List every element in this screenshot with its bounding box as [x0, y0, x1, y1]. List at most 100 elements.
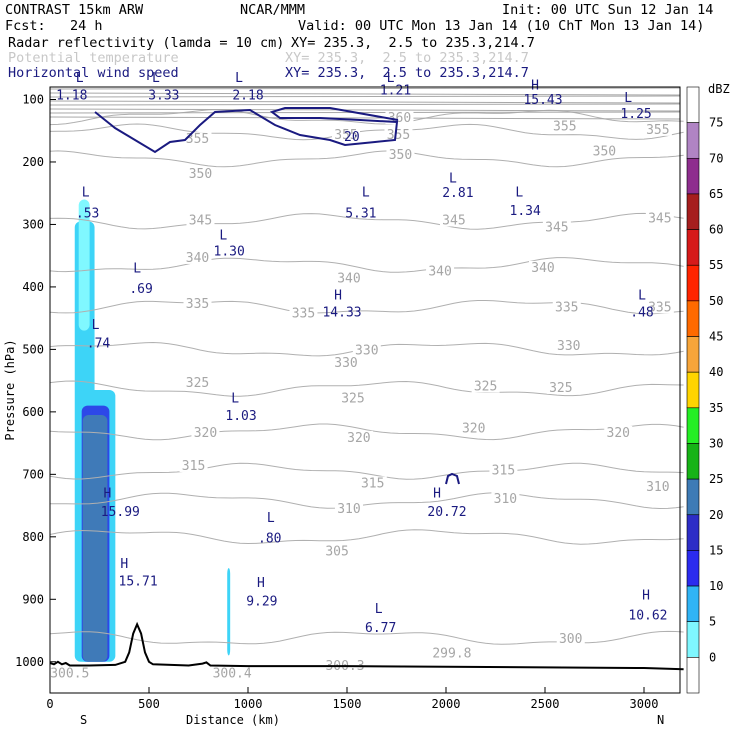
isentrope-label-bg — [191, 425, 220, 439]
isentrope-label-bg — [643, 480, 672, 494]
wind-contours: 20 — [94, 107, 460, 485]
isentrope-label-bg — [645, 211, 674, 225]
isentrope-label-bg — [183, 297, 212, 311]
extremum-kind: H — [257, 576, 265, 591]
isentrope-label: 315 — [361, 476, 384, 491]
wind-contour-small — [445, 472, 460, 485]
colorbar-level: 5 — [709, 615, 716, 629]
colorbar-cell — [686, 443, 700, 480]
isentrope-label-bg — [186, 167, 215, 181]
isentrope-label: 345 — [189, 213, 212, 228]
colorbar-cell — [686, 585, 700, 623]
extremum-kind: L — [362, 185, 370, 200]
colorbar-cell — [686, 657, 700, 694]
isentrope-label: 340 — [428, 265, 451, 280]
extremum-value: .53 — [76, 207, 99, 222]
isentrope-label: 355 — [646, 123, 669, 138]
isentrope-line — [49, 123, 684, 141]
isentrope-label-bg — [183, 375, 212, 389]
extremum-value: 15.99 — [101, 505, 140, 520]
extremum-value: 15.43 — [523, 93, 562, 108]
field-theta-xy: XY= 235.3, 2.5 to 235.3,214.7 — [285, 50, 529, 66]
y-tick-label: 800 — [22, 530, 44, 544]
x-tick-label: 2000 — [432, 697, 461, 711]
isentrope-line — [49, 380, 684, 397]
isentrope-label: 310 — [337, 502, 360, 517]
isentrope-line — [49, 103, 681, 106]
colorbar-level: 75 — [709, 116, 723, 130]
colorbar-level: 60 — [709, 223, 723, 237]
extremum-kind: H — [120, 557, 128, 572]
isentrope-label-bg — [334, 502, 363, 516]
isentrope-label-bg — [437, 646, 466, 660]
isentrope-line — [49, 300, 684, 315]
isentrope-label-bg — [323, 544, 352, 558]
isentrope-label-bg — [289, 306, 318, 320]
isentrope-line — [49, 423, 684, 441]
colorbar-level: 30 — [709, 436, 723, 450]
isentrope-label: 305 — [325, 545, 348, 560]
isentrope-label: 310 — [494, 492, 517, 507]
isentrope-label: 355 — [553, 120, 576, 135]
extremum-value: 5.31 — [345, 207, 376, 222]
colorbar-level: 35 — [709, 401, 723, 415]
isentrope-label-bg — [471, 379, 500, 393]
extremum-value: 2.81 — [442, 186, 473, 201]
isentrope-label: 325 — [341, 391, 364, 406]
isentrope-label: 320 — [194, 426, 217, 441]
isentrope-line — [49, 529, 684, 545]
reflectivity-shading — [74, 199, 231, 662]
org-label: NCAR/MMM — [240, 2, 305, 18]
colorbar-cell — [686, 336, 700, 373]
isentrope-label: 300.4 — [213, 666, 252, 681]
isentrope-label-bg — [334, 271, 363, 285]
isentrope-label: 345 — [648, 212, 671, 227]
extremum-value: .80 — [258, 531, 281, 546]
extremum-value: 6.77 — [365, 621, 396, 636]
isentrope-line — [49, 95, 681, 98]
extremum-value: 1.34 — [510, 204, 541, 219]
extremum-value: .74 — [87, 337, 111, 352]
colorbar-level: 20 — [709, 508, 723, 522]
isentrope-label: 350 — [189, 167, 212, 182]
extremum-kind: L — [82, 185, 90, 200]
isentrope-label-bg — [645, 300, 674, 314]
isentrope-label: 325 — [186, 376, 209, 391]
extremum-kind: H — [104, 486, 112, 501]
isentrope-label-bg — [491, 492, 520, 506]
isentrope-label: 300 — [559, 632, 582, 647]
y-tick-label: 500 — [22, 342, 44, 356]
colorbar-cell — [686, 122, 700, 159]
isentrope-label-bg — [344, 430, 373, 444]
isentrope-line — [49, 212, 684, 230]
terrain-line — [49, 621, 684, 671]
extremum-kind: L — [133, 262, 141, 277]
isentrope-label: 335 — [186, 297, 209, 312]
reflectivity-cell — [82, 414, 108, 662]
extremum-value: 9.29 — [246, 595, 277, 610]
extremum-kind: H — [531, 78, 539, 93]
field-reflectivity-name: Radar reflectivity (lamda = 10 cm) — [8, 35, 284, 51]
isentrope-line — [49, 108, 681, 112]
header: CONTRAST 15km ARW NCAR/MMM Init: 00 UTC … — [5, 2, 713, 81]
isentrope-line — [49, 87, 681, 90]
isentrope-label: 335 — [648, 300, 671, 315]
y-tick-label: 400 — [22, 280, 44, 294]
axes: 0 500 1000 1500 2000 2500 3000 100 200 300 400 500 6… — [15, 92, 658, 711]
field-wind-xy: XY= 235.3, 2.5 to 235.3,214.7 — [285, 65, 529, 81]
y-tick-label: 300 — [22, 217, 44, 231]
isentrope-label: 355 — [186, 132, 209, 147]
colorbar-cell — [686, 229, 700, 266]
extremum-value: 3.33 — [148, 88, 179, 103]
extremum-kind: L — [92, 318, 100, 333]
reflectivity-cell — [227, 568, 231, 656]
colorbar-level: 70 — [709, 151, 723, 165]
isentrope-label-bg — [439, 213, 468, 227]
x-axis-north: N — [657, 713, 664, 727]
isentrope-label-bg — [546, 380, 575, 394]
x-axis-south: S — [80, 713, 87, 727]
isentrope-label-bg — [550, 119, 579, 133]
